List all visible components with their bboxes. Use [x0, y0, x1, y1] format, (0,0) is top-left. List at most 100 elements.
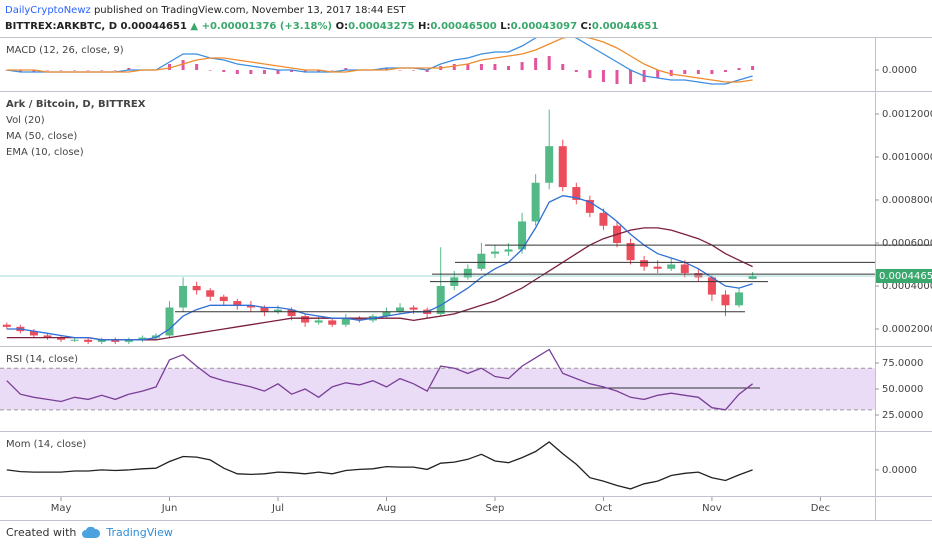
- change: ▲ +0.00001376 (+3.18%): [190, 21, 333, 32]
- histogram-bar: [547, 56, 551, 70]
- x-tick-label: May: [51, 503, 72, 514]
- author-link[interactable]: DailyCryptoNewz: [5, 5, 91, 16]
- candle-body: [680, 264, 689, 274]
- c-value: 0.00044651: [591, 21, 659, 32]
- y-tick-label: 75.0000: [882, 358, 923, 369]
- y-tick-label: 0.00020000: [882, 324, 932, 335]
- macd-line: [6, 38, 753, 85]
- candle-body: [97, 339, 106, 342]
- ma-line: [6, 195, 753, 341]
- y-tick-label: 0.0000: [882, 465, 917, 476]
- h-label: H:: [417, 21, 431, 32]
- candle-body: [301, 316, 310, 323]
- candle-body: [355, 318, 364, 321]
- c-label: C:: [580, 21, 592, 32]
- macd-line: [6, 38, 753, 83]
- histogram-bar: [384, 68, 388, 70]
- histogram-bar: [45, 70, 49, 71]
- candle-body: [57, 337, 66, 340]
- histogram-bar: [18, 70, 22, 72]
- histogram-bar: [737, 68, 741, 70]
- panel: [0, 348, 875, 411]
- histogram-bar: [683, 70, 687, 74]
- histogram-bar: [86, 70, 90, 71]
- y-tick-label: 0.00080000: [882, 195, 932, 206]
- candle-body: [518, 221, 527, 250]
- candle-body: [626, 242, 635, 261]
- panel-title: Ark / Bitcoin, D, BITTREX: [6, 99, 146, 110]
- rsi-band: [0, 368, 875, 410]
- x-tick-label: Sep: [486, 503, 505, 514]
- header: DailyCryptoNewz published on TradingView…: [5, 3, 658, 35]
- o-value: 0.00043275: [348, 21, 415, 32]
- histogram-bar: [479, 64, 483, 70]
- candle-body: [396, 307, 405, 312]
- x-tick-label: Nov: [702, 503, 722, 514]
- candle-body: [287, 309, 296, 317]
- last-price-box: [876, 268, 932, 283]
- panel-title: RSI (14, close): [6, 354, 78, 365]
- x-tick-label: Aug: [377, 503, 397, 514]
- footer: Created with TradingView: [6, 526, 173, 539]
- candle-body: [463, 268, 472, 278]
- candle-body: [138, 337, 147, 340]
- candle-body: [558, 146, 567, 188]
- y-tick-label: 0.00060000: [882, 238, 932, 249]
- x-tick-label: Dec: [811, 503, 830, 514]
- candle-body: [29, 331, 38, 336]
- histogram-bar: [425, 70, 429, 72]
- published: published on TradingView.com, November 1…: [93, 5, 406, 16]
- histogram-bar: [398, 70, 402, 71]
- panel-title: Mom (14, close): [6, 439, 86, 450]
- candle-body: [179, 285, 188, 308]
- histogram-bar: [344, 68, 348, 70]
- created-with: Created with: [6, 526, 77, 539]
- candle-body: [206, 290, 215, 297]
- histogram-bar: [723, 70, 727, 72]
- histogram-bar: [222, 70, 226, 72]
- histogram-bar: [601, 70, 605, 82]
- last: 0.00044651: [120, 21, 187, 32]
- l-value: 0.00043097: [510, 21, 578, 32]
- y-tick-label: 0.00040000: [882, 281, 932, 292]
- candle-body: [233, 301, 242, 306]
- last-price-label: 0.00044651: [879, 271, 932, 282]
- histogram-bar: [235, 70, 239, 74]
- candle-body: [124, 339, 133, 342]
- brand[interactable]: TradingView: [106, 526, 173, 539]
- candle-body: [328, 320, 337, 325]
- candle-body: [545, 146, 554, 183]
- candle-body: [599, 212, 608, 226]
- candle-body: [504, 249, 513, 252]
- candle-body: [314, 320, 323, 323]
- candle-body: [735, 292, 744, 306]
- candle-body: [436, 285, 445, 314]
- y-tick-label: 25.0000: [882, 410, 923, 421]
- histogram-bar: [330, 70, 334, 71]
- x-tick-label: Oct: [595, 503, 612, 514]
- mom-line: [6, 441, 753, 490]
- l-label: L:: [500, 21, 511, 32]
- candle-body: [572, 187, 581, 200]
- panel-title: MACD (12, 26, close, 9): [6, 45, 124, 56]
- histogram-bar: [249, 70, 253, 74]
- candle-body: [694, 273, 703, 278]
- histogram-bar: [452, 64, 456, 70]
- histogram-bar: [195, 64, 199, 70]
- histogram-bar: [317, 70, 321, 72]
- histogram-bar: [615, 70, 619, 84]
- histogram-bar: [561, 64, 565, 70]
- candle-body: [477, 253, 486, 269]
- candle-body: [748, 275, 757, 279]
- symbol: BITTREX:ARKBTC, D: [5, 21, 118, 32]
- indicator-label: Vol (20): [6, 115, 45, 126]
- candle-body: [531, 182, 540, 222]
- legend-entry: EMA (10, close): [6, 147, 84, 158]
- y-tick-label: 0.00100000: [882, 152, 932, 163]
- candle-body: [192, 285, 201, 291]
- histogram-bar: [493, 64, 497, 70]
- histogram-bar: [32, 70, 36, 72]
- y-tick-label: 0.0000: [882, 65, 917, 76]
- histogram-bar: [696, 70, 700, 74]
